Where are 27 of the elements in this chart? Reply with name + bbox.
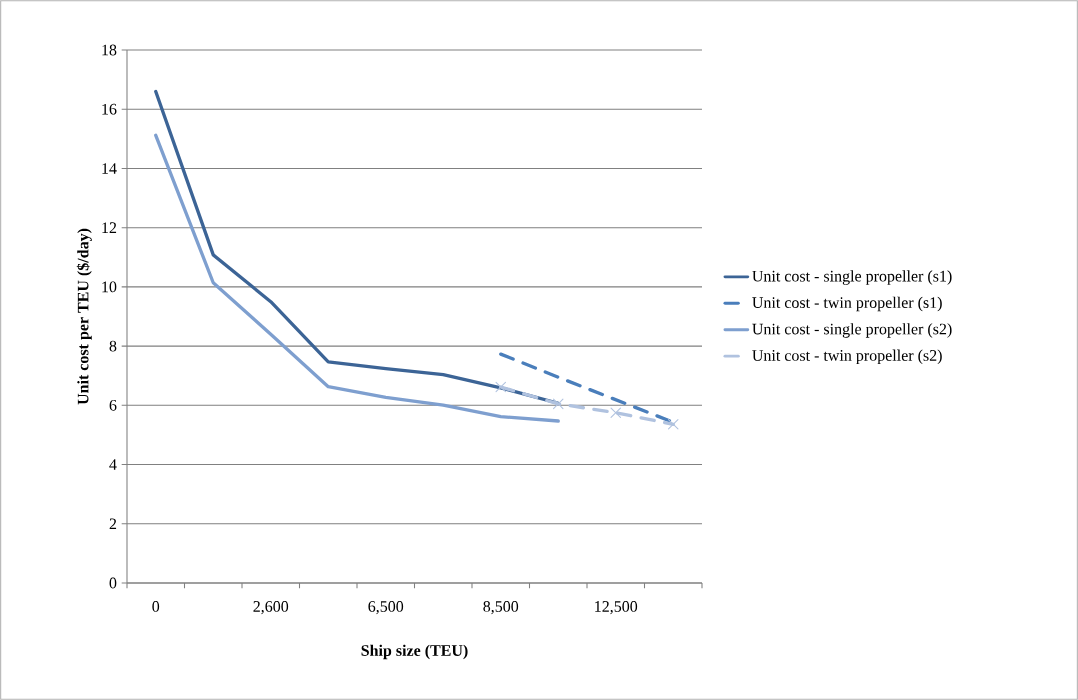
x-tick-label: 8,500 [483,601,519,615]
point [667,419,679,430]
y-tick-label: 10 [102,281,117,293]
y-tick-label: 16 [102,103,117,115]
legend-label: Unit cost - single propeller (s1) [752,270,952,285]
point [553,398,564,410]
y-tick-label: 12 [102,222,117,233]
y-tick-label: 4 [109,459,117,470]
y-tick-label: 18 [102,44,117,56]
y-axis-title: Unit cost per TEU ($/day) [76,228,92,405]
x-axis-title: Ship size (TEU) [361,644,468,660]
point [610,407,621,418]
point [495,381,506,393]
y-tick-label: 0 [109,577,117,589]
x-tick-label: 0 [152,601,160,612]
x-tick-label: 2,600 [253,601,289,615]
y-tick-label: 2 [109,518,117,530]
y-tick-label: 8 [109,340,117,352]
line-series [154,133,560,423]
legend-label: Unit cost - twin propeller (s2) [752,349,942,365]
legend-label: Unit cost - single propeller (s2) [752,323,952,338]
x-tick-label: 6,500 [368,601,404,615]
y-tick-label: 6 [109,399,117,411]
line-series [154,89,560,405]
y-tick-label: 14 [102,163,117,174]
legend-label: Unit cost - twin propeller (s1) [752,296,942,312]
x-tick-label: 12,500 [595,601,638,615]
